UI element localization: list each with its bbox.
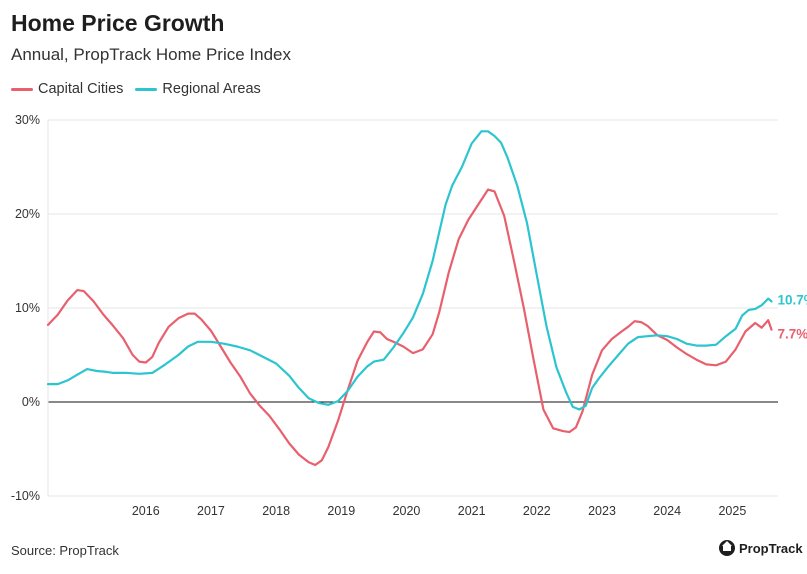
x-tick-label: 2023 [588,504,616,518]
end-label-regional-areas: 10.7% [777,292,807,307]
y-tick-label: 10% [15,301,40,315]
x-tick-label: 2024 [653,504,681,518]
legend-item-capital-cities: Capital Cities [11,81,123,97]
x-tick-label: 2025 [718,504,746,518]
x-tick-label: 2022 [523,504,551,518]
x-tick-label: 2019 [327,504,355,518]
brand-name: PropTrack [739,540,803,556]
x-tick-label: 2020 [393,504,421,518]
end-label-capital-cities: 7.7% [777,327,807,342]
y-tick-label: -10% [11,489,40,503]
y-tick-label: 0% [22,395,40,409]
legend-swatch-regional-areas [135,87,158,91]
x-tick-label: 2018 [262,504,290,518]
house-icon [719,540,735,556]
legend-swatch-capital-cities [11,87,33,91]
source-note: Source: PropTrack [11,543,119,558]
chart-title: Home Price Growth [11,10,225,36]
x-tick-label: 2017 [197,504,225,518]
y-tick-label: 20% [15,207,40,221]
legend-item-regional-areas: Regional Areas [135,81,261,97]
x-tick-label: 2021 [458,504,486,518]
x-tick-label: 2016 [132,504,160,518]
series-line-capital-cities [46,188,773,467]
y-tick-label: 30% [15,113,40,127]
chart-subtitle: Annual, PropTrack Home Price Index [11,45,291,64]
chart-legend: Capital Cities Regional Areas [11,81,273,97]
legend-label-regional-areas: Regional Areas [162,81,261,97]
series-line-regional-areas [46,130,773,411]
brand-logo: PropTrack [719,540,803,556]
legend-label-capital-cities: Capital Cities [38,81,124,97]
